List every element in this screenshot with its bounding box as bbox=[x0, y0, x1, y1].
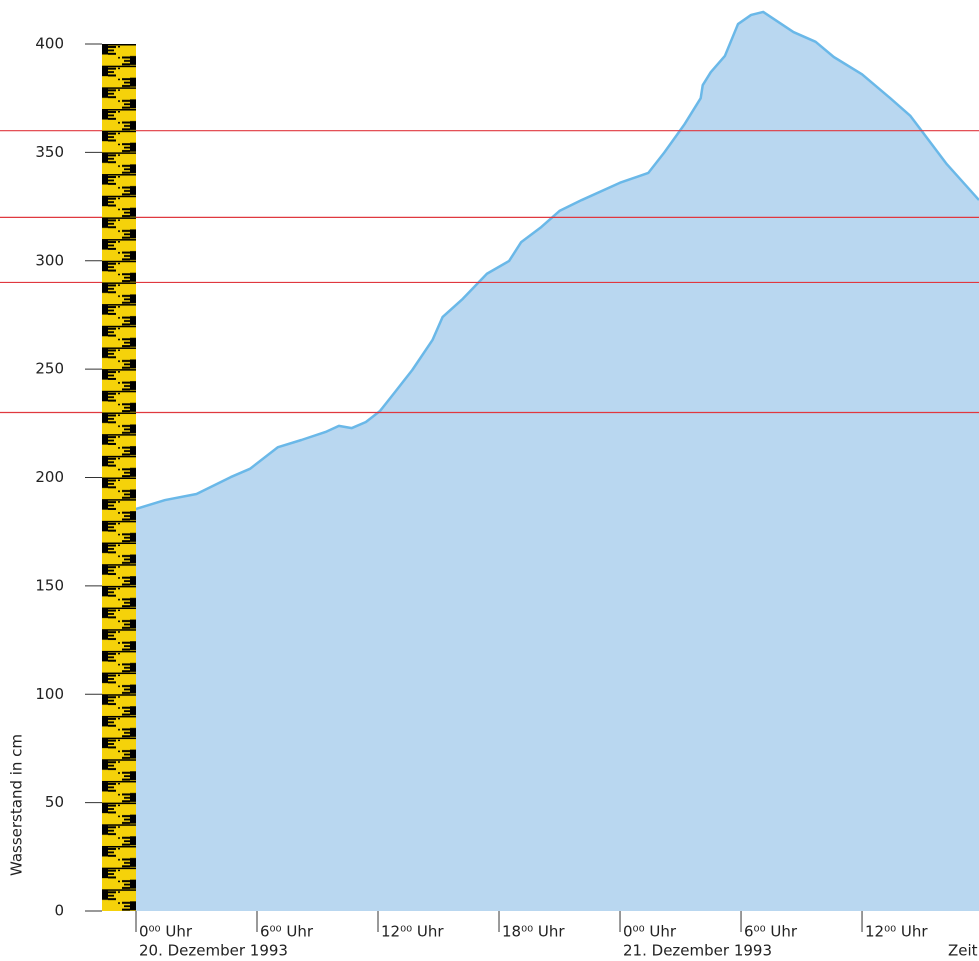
area-fill bbox=[136, 11, 979, 912]
date-label: 21. Dezember 1993 bbox=[623, 942, 772, 960]
y-tick-label: 400 bbox=[35, 35, 64, 53]
y-tick-label: 50 bbox=[45, 793, 64, 811]
area-line bbox=[135, 10, 979, 511]
y-tick-label: 100 bbox=[35, 685, 64, 703]
y-tick-label: 250 bbox=[35, 360, 64, 378]
y-tick-label: 300 bbox=[35, 251, 64, 269]
date-label: 20. Dezember 1993 bbox=[139, 942, 288, 960]
x-tick-label: 0⁰⁰ Uhr bbox=[139, 923, 193, 941]
x-tick-label: 18⁰⁰ Uhr bbox=[502, 923, 565, 941]
plot bbox=[0, 10, 979, 912]
gauge-staff bbox=[102, 44, 136, 911]
y-tick-label: 200 bbox=[35, 468, 64, 486]
y-tick-label: 350 bbox=[35, 143, 64, 161]
x-tick-label: 12⁰⁰ Uhr bbox=[865, 923, 928, 941]
y-tick-label: 0 bbox=[54, 902, 64, 920]
y-axis-label: Wasserstand in cm bbox=[8, 734, 26, 876]
y-tick-label: 150 bbox=[35, 576, 64, 594]
x-axis-label: Zeit bbox=[948, 942, 978, 960]
x-tick-label: 12⁰⁰ Uhr bbox=[381, 923, 444, 941]
x-tick-label: 6⁰⁰ Uhr bbox=[260, 923, 314, 941]
x-tick-label: 0⁰⁰ Uhr bbox=[623, 923, 677, 941]
x-tick-label: 6⁰⁰ Uhr bbox=[744, 923, 798, 941]
